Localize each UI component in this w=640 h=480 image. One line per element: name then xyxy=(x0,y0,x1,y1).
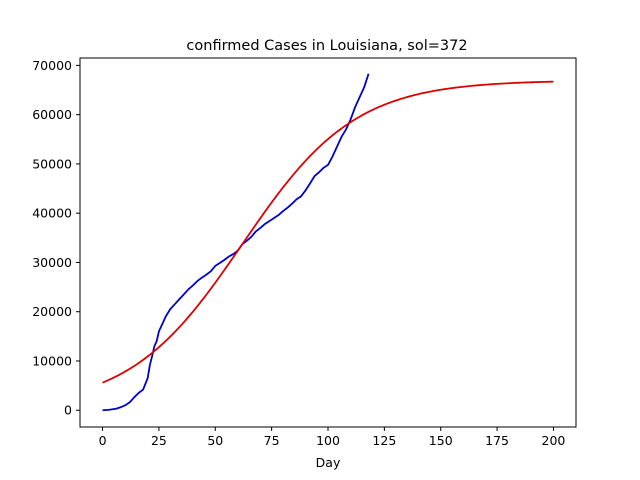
x-tick-label: 75 xyxy=(264,433,280,448)
x-tick-label: 25 xyxy=(151,433,167,448)
x-axis-ticks: 0 25 50 75 100 125 150 175 200 xyxy=(99,427,566,448)
y-tick-label: 10000 xyxy=(32,353,72,368)
x-tick-label: 100 xyxy=(316,433,340,448)
y-tick-label: 30000 xyxy=(32,255,72,270)
y-tick-label: 20000 xyxy=(32,304,72,319)
x-tick-label: 175 xyxy=(485,433,509,448)
y-tick-label: 0 xyxy=(64,403,72,418)
y-tick-label: 50000 xyxy=(32,156,72,171)
x-tick-label: 125 xyxy=(372,433,396,448)
x-tick-label: 150 xyxy=(429,433,453,448)
x-tick-label: 0 xyxy=(99,433,107,448)
y-tick-label: 60000 xyxy=(32,107,72,122)
x-tick-label: 200 xyxy=(542,433,566,448)
fitted-curve-line xyxy=(102,80,554,384)
series-layer xyxy=(102,73,554,412)
y-tick-label: 70000 xyxy=(32,58,72,73)
x-axis-label: Day xyxy=(316,455,341,470)
chart-title: confirmed Cases in Louisiana, sol=372 xyxy=(186,38,467,54)
confirmed-cases-line xyxy=(102,73,370,412)
y-tick-label: 40000 xyxy=(32,206,72,221)
y-axis-ticks: 0 10000 20000 30000 40000 50000 60000 70000 xyxy=(32,58,80,418)
x-tick-label: 50 xyxy=(207,433,223,448)
